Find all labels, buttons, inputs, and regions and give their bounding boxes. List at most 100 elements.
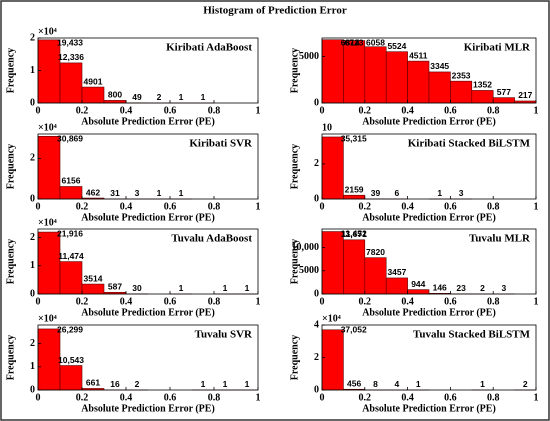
y-tick-label: 1 bbox=[30, 361, 35, 372]
data-label: 2 bbox=[157, 92, 162, 102]
x-tick-label: 0.2 bbox=[76, 392, 89, 403]
panel-title: Tuvalu MLR bbox=[469, 233, 531, 245]
data-label: 1 bbox=[223, 283, 228, 293]
bar bbox=[321, 231, 344, 295]
bar bbox=[385, 277, 408, 295]
data-label: 6 bbox=[395, 188, 400, 198]
y-axis-label: Frequency bbox=[5, 144, 16, 189]
y-multiplier: ×10⁴ bbox=[322, 313, 341, 324]
panel-title: Kiribati MLR bbox=[464, 42, 531, 54]
y-tick-label: 0 bbox=[30, 97, 35, 108]
data-label: 3 bbox=[459, 188, 464, 198]
y-multiplier: 10 bbox=[322, 122, 332, 133]
bar bbox=[343, 194, 366, 200]
bar bbox=[81, 86, 105, 104]
bar bbox=[59, 62, 83, 104]
x-tick-label: 0.6 bbox=[444, 296, 457, 307]
panel-title: Tuvalu AdaBoost bbox=[171, 233, 252, 245]
x-tick-label: 0.2 bbox=[359, 392, 372, 403]
data-label: 1 bbox=[245, 283, 250, 293]
panel-title: Tuvalu Stacked BiLSTM bbox=[413, 329, 531, 341]
x-tick-label: 1 bbox=[256, 201, 261, 212]
x-tick-label: 0 bbox=[36, 105, 41, 116]
x-tick-label: 0.6 bbox=[444, 392, 457, 403]
data-label: 1 bbox=[201, 92, 206, 102]
x-tick-label: 1 bbox=[256, 392, 261, 403]
bar bbox=[37, 328, 61, 391]
y-axis-label: Frequency bbox=[289, 144, 300, 189]
y-tick-label: 2 bbox=[30, 232, 35, 243]
y-tick-label: 2 bbox=[30, 153, 35, 164]
x-axis-label: Absolute Prediction Error (PE) bbox=[362, 212, 496, 223]
bar bbox=[364, 257, 387, 295]
data-label: 12,336 bbox=[58, 52, 84, 62]
x-tick-label: 1 bbox=[534, 201, 539, 212]
x-tick-label: 0.2 bbox=[76, 201, 89, 212]
data-label: 2353 bbox=[452, 70, 471, 80]
plot-frame bbox=[321, 37, 537, 104]
data-label: 6814 bbox=[341, 37, 360, 47]
x-tick-label: 0.6 bbox=[164, 201, 177, 212]
x-axis-label: Absolute Prediction Error (PE) bbox=[362, 116, 496, 127]
x-tick-label: 0.2 bbox=[359, 105, 372, 116]
x-tick-label: 0 bbox=[320, 201, 325, 212]
y-axis-label: Frequency bbox=[5, 335, 16, 380]
x-tick-label: 0.2 bbox=[76, 105, 89, 116]
data-label: 462 bbox=[86, 187, 100, 197]
data-label: 3 bbox=[135, 188, 140, 198]
x-tick-label: 0 bbox=[320, 392, 325, 403]
bar bbox=[37, 231, 61, 295]
y-tick-label: 4 bbox=[314, 319, 319, 330]
x-axis-label: Absolute Prediction Error (PE) bbox=[81, 212, 215, 223]
y-multiplier: ×10⁴ bbox=[38, 122, 57, 133]
data-label: 1 bbox=[437, 188, 442, 198]
x-tick-label: 0.6 bbox=[444, 105, 457, 116]
data-label: 31 bbox=[110, 188, 120, 198]
data-label: 21,916 bbox=[57, 228, 83, 238]
data-label: 16 bbox=[110, 379, 120, 389]
x-tick-label: 1 bbox=[534, 296, 539, 307]
data-label: 23 bbox=[456, 283, 466, 293]
y-tick-label: 2 bbox=[314, 352, 319, 363]
y-tick-label: 2 bbox=[314, 158, 319, 169]
data-label: 577 bbox=[497, 87, 511, 97]
y-axis-label: Frequency bbox=[289, 335, 300, 380]
bar bbox=[471, 90, 494, 104]
data-label: 11,671 bbox=[341, 229, 367, 239]
x-tick-label: 0 bbox=[36, 296, 41, 307]
y-tick-label: 0 bbox=[30, 288, 35, 299]
x-tick-label: 0.4 bbox=[401, 296, 414, 307]
y-axis-label: Frequency bbox=[289, 239, 300, 284]
data-label: 6723 bbox=[345, 37, 364, 47]
data-label: 26,299 bbox=[57, 324, 83, 334]
y-axis-label: Frequency bbox=[289, 48, 300, 93]
y-axis-label: Frequency bbox=[5, 239, 16, 284]
x-tick-label: 0.8 bbox=[208, 296, 221, 307]
x-tick-label: 0.6 bbox=[164, 392, 177, 403]
data-label: 13,452 bbox=[341, 228, 367, 238]
data-label: 35,315 bbox=[341, 133, 367, 143]
bar bbox=[364, 46, 387, 104]
data-label: 3345 bbox=[430, 61, 449, 71]
data-label: 587 bbox=[108, 282, 122, 292]
y-tick-label: 0 bbox=[30, 193, 35, 204]
x-tick-label: 0.6 bbox=[444, 201, 457, 212]
y-tick-label: 2 bbox=[30, 32, 35, 43]
data-label: 944 bbox=[411, 279, 425, 289]
y-tick-label: 2 bbox=[30, 338, 35, 349]
bar bbox=[428, 71, 451, 104]
panel-title: Tuvalu SVR bbox=[195, 329, 253, 341]
data-label: 1 bbox=[480, 379, 485, 389]
bar bbox=[492, 97, 515, 104]
x-tick-label: 0.4 bbox=[120, 392, 133, 403]
x-tick-label: 0.6 bbox=[164, 296, 177, 307]
bar bbox=[385, 51, 408, 104]
bar bbox=[37, 135, 61, 200]
x-axis-label: Absolute Prediction Error (PE) bbox=[362, 307, 496, 318]
x-axis-label: Absolute Prediction Error (PE) bbox=[362, 403, 496, 414]
y-tick-label: 0 bbox=[314, 384, 319, 395]
y-tick-label: 10,000 bbox=[292, 242, 320, 253]
data-label: 3457 bbox=[387, 267, 406, 277]
x-tick-label: 0.2 bbox=[359, 201, 372, 212]
